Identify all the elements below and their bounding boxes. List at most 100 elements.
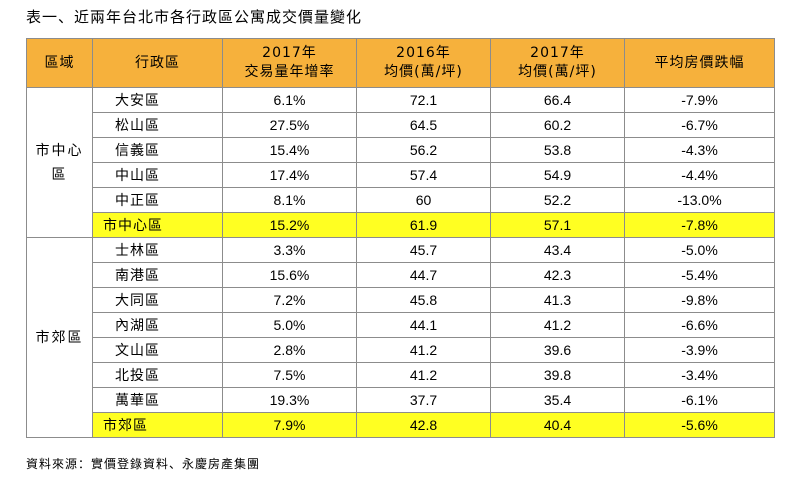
price-2016-cell: 61.9: [356, 212, 491, 238]
price-2017-cell: 53.8: [490, 137, 625, 163]
price-2016-cell: 57.4: [356, 162, 491, 188]
change-cell: -6.6%: [624, 312, 775, 338]
growth-cell: 2.8%: [222, 337, 357, 363]
district-cell: 南港區: [92, 262, 223, 288]
price-2016-cell: 44.1: [356, 312, 491, 338]
table-row: 內湖區 5.0% 44.1 41.2 -6.6%: [27, 312, 775, 338]
district-cell: 內湖區: [92, 312, 223, 338]
growth-cell: 7.2%: [222, 287, 357, 313]
growth-cell: 27.5%: [222, 112, 357, 138]
district-cell: 中正區: [92, 187, 223, 213]
price-2017-cell: 41.3: [490, 287, 625, 313]
growth-cell: 17.4%: [222, 162, 357, 188]
header-price-2017: 2017年 均價(萬/坪): [490, 38, 625, 88]
growth-cell: 7.5%: [222, 362, 357, 388]
district-cell: 文山區: [92, 337, 223, 363]
header-price-2017-line1: 2017年: [530, 45, 585, 61]
change-cell: -3.4%: [624, 362, 775, 388]
change-cell: -9.8%: [624, 287, 775, 313]
growth-cell: 15.6%: [222, 262, 357, 288]
district-cell: 松山區: [92, 112, 223, 138]
price-2016-cell: 45.7: [356, 237, 491, 263]
table-row: 市郊區 士林區 3.3% 45.7 43.4 -5.0%: [26, 237, 775, 438]
change-cell: -7.9%: [624, 87, 775, 113]
header-district: 行政區: [92, 38, 223, 88]
region-label-line1: 市中心: [35, 142, 84, 159]
price-2016-cell: 64.5: [356, 112, 491, 138]
change-cell: -5.0%: [624, 237, 775, 263]
district-cell: 北投區: [92, 362, 223, 388]
district-cell: 萬華區: [92, 387, 223, 413]
header-row: 區域 行政區 2017年 交易量年增率 2016年 均價(萬/坪) 2017年 …: [26, 38, 775, 88]
table-row: 市中心 區 大安區 6.1% 72.1 66.4 -7.9%: [26, 87, 775, 238]
table-row: 萬華區 19.3% 37.7 35.4 -6.1%: [27, 387, 775, 413]
growth-cell: 15.2%: [222, 212, 357, 238]
header-region: 區域: [26, 38, 93, 88]
source-note: 資料來源：實價登錄資料、永慶房產集團: [26, 457, 261, 471]
growth-cell: 8.1%: [222, 187, 357, 213]
region-cell-suburban: 市郊區: [26, 237, 93, 438]
price-2017-cell: 43.4: [490, 237, 625, 263]
region-cell-downtown: 市中心 區: [26, 87, 93, 238]
change-cell: -13.0%: [624, 187, 775, 213]
change-cell: -4.4%: [624, 162, 775, 188]
price-2016-cell: 44.7: [356, 262, 491, 288]
district-cell: 信義區: [92, 137, 223, 163]
header-growth-line1: 2017年: [262, 45, 317, 61]
table-row: 文山區 2.8% 41.2 39.6 -3.9%: [27, 337, 775, 363]
price-2016-cell: 41.2: [356, 362, 491, 388]
price-2017-cell: 60.2: [490, 112, 625, 138]
district-cell: 大同區: [92, 287, 223, 313]
district-cell: 士林區: [92, 237, 223, 263]
header-price-2016-line1: 2016年: [396, 45, 451, 61]
table-row: 信義區 15.4% 56.2 53.8 -4.3%: [27, 137, 775, 163]
change-cell: -6.7%: [624, 112, 775, 138]
price-2016-cell: 60: [356, 187, 491, 213]
district-cell: 市郊區: [92, 412, 223, 438]
region-label-line2: 區: [51, 166, 68, 183]
price-2017-cell: 41.2: [490, 312, 625, 338]
header-price-2017-line2: 均價(萬/坪): [518, 64, 597, 80]
growth-cell: 5.0%: [222, 312, 357, 338]
change-cell: -5.4%: [624, 262, 775, 288]
growth-cell: 3.3%: [222, 237, 357, 263]
price-2016-cell: 37.7: [356, 387, 491, 413]
price-volume-table: 區域 行政區 2017年 交易量年增率 2016年 均價(萬/坪) 2017年 …: [26, 38, 775, 438]
district-cell: 中山區: [92, 162, 223, 188]
price-2016-cell: 45.8: [356, 287, 491, 313]
change-cell: -5.6%: [624, 412, 775, 438]
change-cell: -4.3%: [624, 137, 775, 163]
header-price-2016-line2: 均價(萬/坪): [384, 64, 463, 80]
price-2017-cell: 35.4: [490, 387, 625, 413]
price-2017-cell: 66.4: [490, 87, 625, 113]
change-cell: -7.8%: [624, 212, 775, 238]
subtotal-row-suburban: 市郊區 7.9% 42.8 40.4 -5.6%: [27, 412, 775, 438]
price-2017-cell: 40.4: [490, 412, 625, 438]
district-cell: 市中心區: [92, 212, 223, 238]
change-cell: -6.1%: [624, 387, 775, 413]
price-2017-cell: 57.1: [490, 212, 625, 238]
growth-cell: 7.9%: [222, 412, 357, 438]
price-2016-cell: 72.1: [356, 87, 491, 113]
price-2017-cell: 39.6: [490, 337, 625, 363]
header-price-2016: 2016年 均價(萬/坪): [356, 38, 491, 88]
table-row: 大同區 7.2% 45.8 41.3 -9.8%: [27, 287, 775, 313]
price-2017-cell: 39.8: [490, 362, 625, 388]
table-row: 中山區 17.4% 57.4 54.9 -4.4%: [27, 162, 775, 188]
growth-cell: 6.1%: [222, 87, 357, 113]
table-row: 南港區 15.6% 44.7 42.3 -5.4%: [27, 262, 775, 288]
growth-cell: 19.3%: [222, 387, 357, 413]
region-label-line1: 市郊區: [35, 329, 84, 346]
table-row: 北投區 7.5% 41.2 39.8 -3.4%: [27, 362, 775, 388]
price-2017-cell: 54.9: [490, 162, 625, 188]
price-2016-cell: 41.2: [356, 337, 491, 363]
table-row: 中正區 8.1% 60 52.2 -13.0%: [27, 187, 775, 213]
price-2017-cell: 42.3: [490, 262, 625, 288]
price-2016-cell: 42.8: [356, 412, 491, 438]
subtotal-row-downtown: 市中心區 15.2% 61.9 57.1 -7.8%: [27, 212, 775, 238]
header-growth: 2017年 交易量年增率: [222, 38, 357, 88]
change-cell: -3.9%: [624, 337, 775, 363]
price-2017-cell: 52.2: [490, 187, 625, 213]
header-growth-line2: 交易量年增率: [244, 64, 335, 80]
table-caption: 表一、近兩年台北市各行政區公寓成交價量變化: [26, 8, 363, 26]
